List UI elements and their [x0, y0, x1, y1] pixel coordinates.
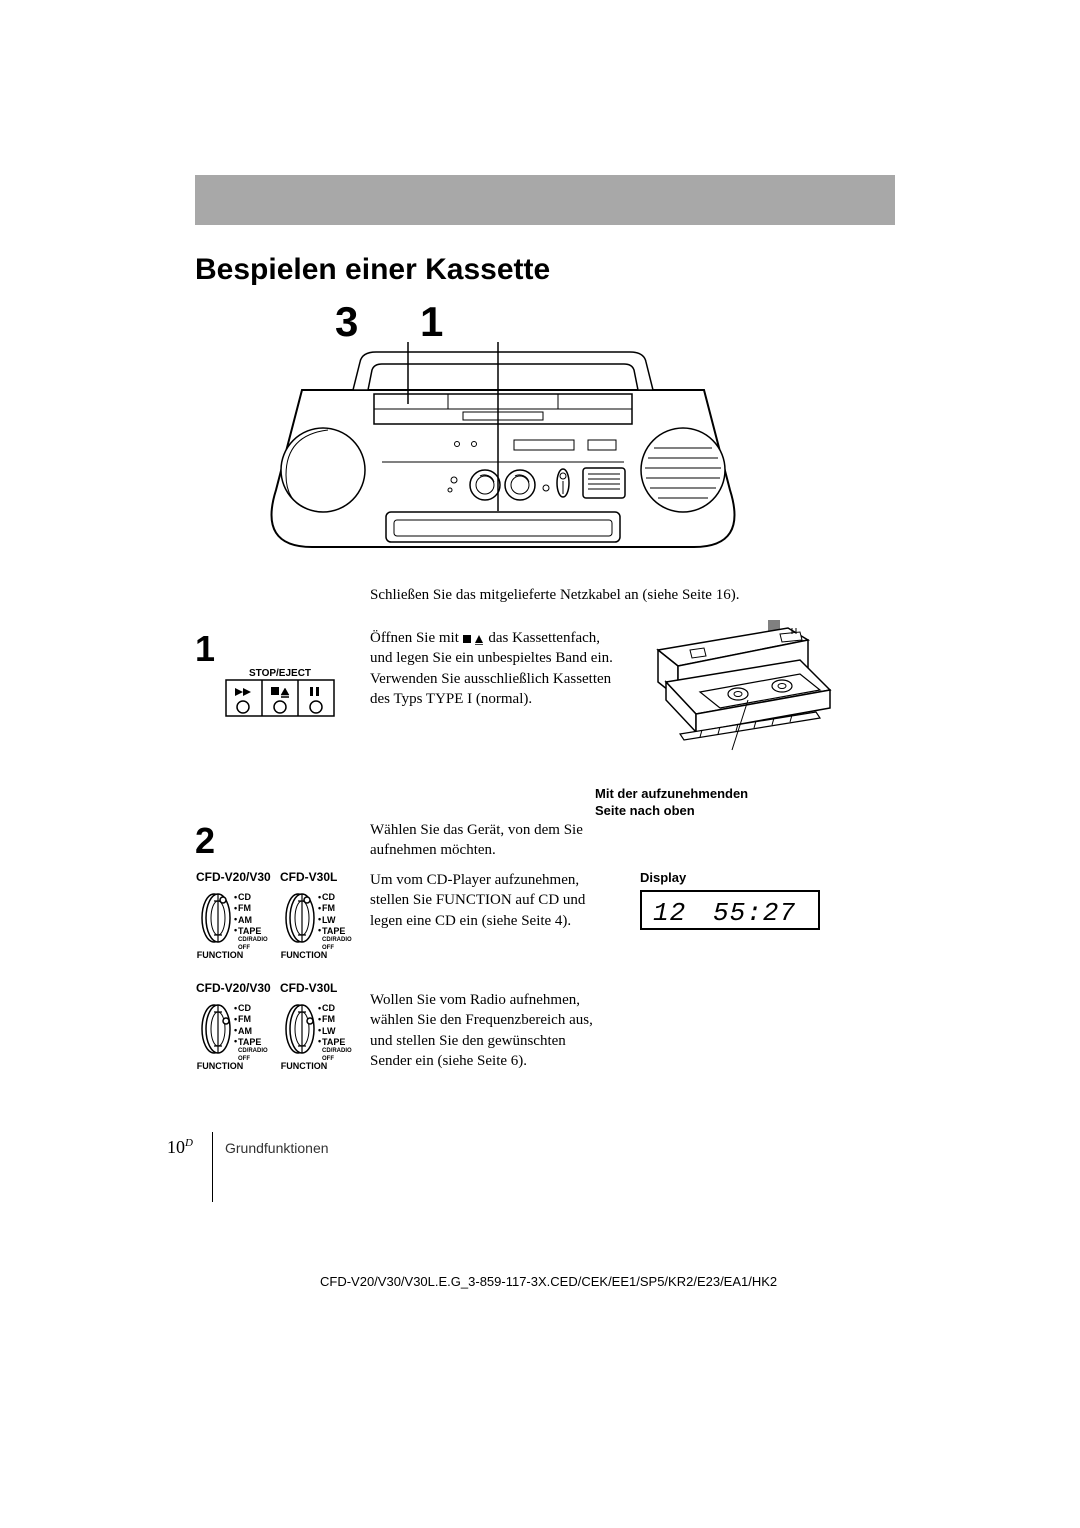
knob-band: TAPE — [238, 926, 268, 937]
svg-text:•: • — [234, 903, 237, 913]
svg-text:•: • — [234, 1003, 237, 1013]
knob-function-label: FUNCTION — [280, 950, 328, 960]
step-1-number: 1 — [195, 628, 215, 670]
section-label: Grundfunktionen — [225, 1140, 329, 1156]
diagram-callout-1: 1 — [420, 298, 443, 346]
svg-text:•: • — [234, 1036, 237, 1046]
cassette-caption: Mit der aufzunehmenden Seite nach oben — [595, 786, 748, 820]
model-label-1b: CFD-V30L — [280, 870, 337, 884]
page-number: 10D — [167, 1137, 193, 1158]
step-2-text-b: Um vom CD-Player aufzunehmen, stellen Si… — [370, 870, 610, 931]
page-divider — [212, 1132, 213, 1202]
page-num-value: 10 — [167, 1137, 185, 1157]
knob-band: LW — [322, 1026, 352, 1037]
cassette-insertion-illustration — [640, 620, 840, 760]
knob-band: TAPE — [322, 1037, 352, 1048]
svg-text:•: • — [318, 892, 321, 902]
knob-function-label: FUNCTION — [196, 950, 244, 960]
svg-text:•: • — [318, 1014, 321, 1024]
knob-band: CD — [238, 892, 268, 903]
function-knob-radio-b: • • • • CD FM LW TAPE CD/RADIOOFF FUNCTI… — [280, 999, 355, 1066]
model-label-1a: CFD-V20/V30 — [196, 870, 271, 884]
header-bar — [195, 175, 895, 225]
stop-eject-label: STOP/EJECT — [225, 668, 335, 679]
stop-eject-icon-inline — [463, 633, 485, 645]
svg-text:•: • — [234, 892, 237, 902]
knob-band: CD — [322, 892, 352, 903]
function-knob-cd-b: • • • • CD FM LW TAPE CD/RADIOOFF FUNCTI… — [280, 888, 355, 955]
model-label-2a: CFD-V20/V30 — [196, 981, 271, 995]
function-knob-radio-a: • • • • CD FM AM TAPE CD/RADIOOFF FUNCTI… — [196, 999, 271, 1066]
svg-text:•: • — [234, 914, 237, 924]
knob-band: FM — [238, 903, 268, 914]
display-screen: 12 55:27 — [640, 890, 820, 930]
stop-eject-control: STOP/EJECT — [225, 668, 335, 722]
svg-text:•: • — [234, 1025, 237, 1035]
svg-text:12: 12 — [653, 898, 686, 926]
cassette-caption-line1: Mit der aufzunehmenden — [595, 786, 748, 801]
function-knob-cd-a: • • • • CD FM AM TAPE CD/RADIOOFF FUNCTI… — [196, 888, 271, 955]
knob-band: AM — [238, 1026, 268, 1037]
knob-band: FM — [322, 1014, 352, 1025]
svg-text:•: • — [318, 1003, 321, 1013]
knob-function-label: FUNCTION — [280, 1061, 328, 1071]
svg-text:•: • — [234, 1014, 237, 1024]
step-2-text-c: Wollen Sie vom Radio aufnehmen, wählen S… — [370, 990, 610, 1071]
page-title: Bespielen einer Kassette — [195, 253, 550, 287]
svg-text:55:27: 55:27 — [713, 898, 796, 926]
boombox-illustration — [258, 340, 748, 570]
knob-function-label: FUNCTION — [196, 1061, 244, 1071]
knob-band: AM — [238, 915, 268, 926]
model-label-2b: CFD-V30L — [280, 981, 337, 995]
knob-band: CD — [322, 1003, 352, 1014]
step-1-num: 1 — [195, 628, 215, 669]
knob-band: LW — [322, 915, 352, 926]
intro-text: Schließen Sie das mitgelieferte Netzkabe… — [370, 587, 739, 604]
step-2-num: 2 — [195, 820, 215, 861]
display-label: Display — [640, 870, 686, 885]
knob-band: TAPE — [238, 1037, 268, 1048]
svg-text:•: • — [318, 903, 321, 913]
knob-band: CD — [238, 1003, 268, 1014]
svg-text:•: • — [318, 914, 321, 924]
knob-band: TAPE — [322, 926, 352, 937]
svg-text:•: • — [318, 925, 321, 935]
svg-text:•: • — [318, 1025, 321, 1035]
page-num-sup: D — [185, 1137, 193, 1149]
step-2-text-a: Wählen Sie das Gerät, von dem Sie aufneh… — [370, 820, 615, 861]
svg-text:•: • — [318, 1036, 321, 1046]
knob-band: FM — [322, 903, 352, 914]
seven-segment-display: 12 55:27 — [645, 894, 815, 926]
step-1-text: Öffnen Sie mit das Kassettenfach, und le… — [370, 628, 615, 709]
diagram-callout-3: 3 — [335, 298, 358, 346]
knob-band: FM — [238, 1014, 268, 1025]
stop-eject-icon — [225, 679, 335, 717]
svg-text:•: • — [234, 925, 237, 935]
step-2-number: 2 — [195, 820, 215, 862]
footer-code: CFD-V20/V30/V30L.E.G_3-859-117-3X.CED/CE… — [320, 1274, 777, 1289]
cassette-caption-line2: Seite nach oben — [595, 803, 695, 818]
